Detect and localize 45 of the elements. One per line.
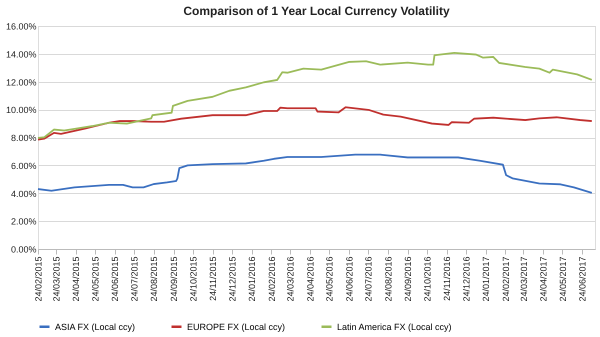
- y-tick-label: 12.00%: [6, 77, 36, 88]
- x-tick-label: 24/04/2015: [71, 256, 82, 302]
- line-series: [37, 154, 593, 194]
- legend-label: EUROPE FX (Local ccy): [187, 322, 286, 332]
- y-tick-label: 8.00%: [10, 133, 36, 143]
- x-tick-label: 24/11/2016: [442, 256, 452, 301]
- x-tick-label: 24/12/2016: [461, 256, 472, 302]
- x-tick-label: 24/02/2016: [266, 256, 277, 302]
- x-tick-label: 24/03/2016: [285, 256, 296, 302]
- x-tick-label: 24/01/2017: [481, 256, 492, 302]
- x-tick-label: 24/12/2015: [227, 256, 238, 302]
- y-tick-label: 6.00%: [10, 160, 36, 171]
- legend-label: ASIA FX (Local ccy): [55, 322, 136, 332]
- x-tick-label: 24/03/2015: [51, 256, 62, 302]
- chart-title: Comparison of 1 Year Local Currency Volatility: [183, 4, 450, 18]
- x-tick-label: 24/03/2017: [518, 256, 529, 302]
- y-tick-label: 4.00%: [10, 188, 36, 199]
- line-series: [37, 52, 593, 139]
- x-tick-label: 24/07/2015: [129, 256, 140, 302]
- x-tick-label: 24/04/2017: [538, 256, 549, 302]
- x-tick-label: 24/08/2015: [149, 256, 160, 302]
- x-tick-label: 24/08/2016: [383, 256, 394, 302]
- x-tick-label: 24/11/2015: [208, 256, 218, 301]
- x-tick-label: 24/06/2016: [344, 256, 354, 302]
- y-tick-label: 10.00%: [6, 105, 36, 116]
- x-tick-label: 24/09/2015: [169, 256, 180, 302]
- x-tick-label: 24/05/2015: [90, 256, 100, 302]
- x-tick-label: 24/05/2017: [558, 256, 568, 302]
- x-tick-label: 24/05/2016: [324, 256, 334, 302]
- x-tick-label: 24/10/2016: [422, 256, 432, 302]
- x-tick-label: 24/02/2017: [500, 256, 511, 302]
- y-tick-label: 2.00%: [10, 216, 36, 227]
- y-tick-label: 16.00%: [6, 22, 36, 32]
- x-tick-label: 24/04/2016: [305, 256, 316, 302]
- line-series: [37, 106, 593, 140]
- x-tick-label: 24/06/2015: [110, 256, 120, 302]
- x-tick-label: 24/06/2017: [578, 256, 588, 302]
- legend-label: Latin America FX (Local ccy): [337, 322, 452, 332]
- x-tick-label: 24/07/2016: [363, 256, 374, 302]
- y-tick-label: 0.00%: [10, 244, 36, 254]
- x-tick-label: 24/01/2016: [247, 256, 258, 302]
- x-tick-label: 24/10/2015: [188, 256, 198, 302]
- x-tick-label: 24/09/2016: [403, 256, 414, 302]
- y-tick-label: 14.00%: [6, 49, 36, 60]
- x-tick-label: 24/02/2015: [34, 256, 44, 302]
